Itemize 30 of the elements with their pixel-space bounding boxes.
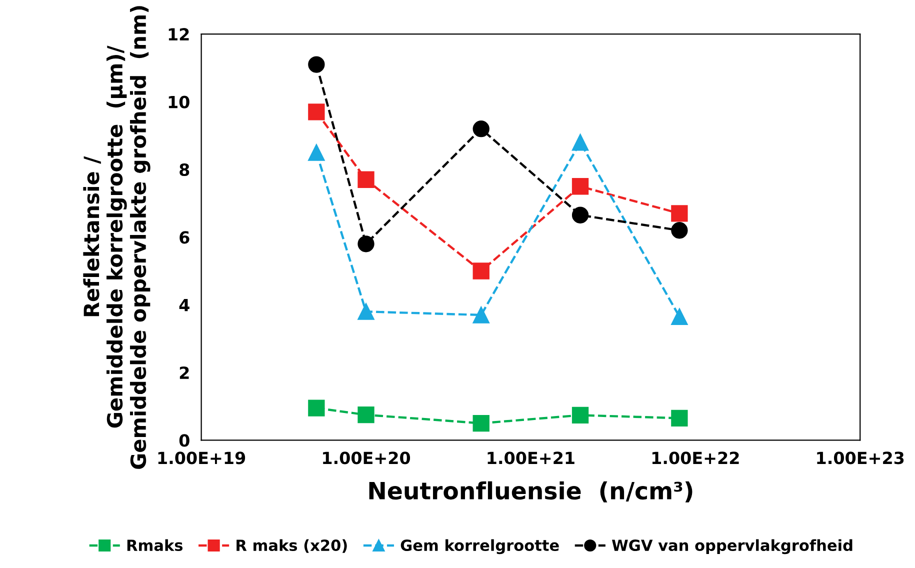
y-axis-title: Reflektansie / Gemiddelde korrelgrootte (μm)/ Gemiddelde oppervlakte grofheid (nm)	[83, 6, 150, 469]
y-tick-label: 8	[180, 163, 190, 176]
y-tick-label: 2	[180, 366, 189, 379]
y-tick-label: 12	[168, 28, 189, 40]
point	[671, 205, 688, 222]
point	[671, 308, 688, 326]
x-tick-label: 1.00E+21	[488, 452, 574, 464]
point	[472, 262, 490, 280]
x-tick-label: 1.00E+22	[652, 452, 739, 464]
point	[572, 206, 589, 224]
x-tick-label: 1.00E+19	[158, 452, 246, 464]
y-tick-label: 4	[179, 299, 190, 312]
point	[472, 414, 490, 432]
legend-label: Rmaks	[127, 539, 183, 552]
point	[572, 134, 589, 151]
point	[572, 178, 589, 195]
x-axis-title: Neutronfluensie (n/cm³)	[369, 481, 692, 502]
x-tick-label: 1.00E+23	[817, 452, 904, 464]
point	[472, 306, 490, 324]
point	[472, 120, 490, 138]
legend-label: WGV van oppervlakgrofheid	[612, 539, 852, 554]
point	[572, 406, 589, 424]
y-tick-label: 10	[168, 96, 190, 108]
point	[671, 222, 688, 239]
y-tick-label: 0	[179, 434, 190, 447]
x-tick-label: 1.00E+20	[323, 452, 410, 464]
y-tick-label: 6	[180, 231, 190, 244]
legend-label: Gem korrelgrootte	[400, 539, 559, 554]
legend-label: R maks (x20)	[236, 539, 347, 553]
point	[671, 410, 688, 427]
